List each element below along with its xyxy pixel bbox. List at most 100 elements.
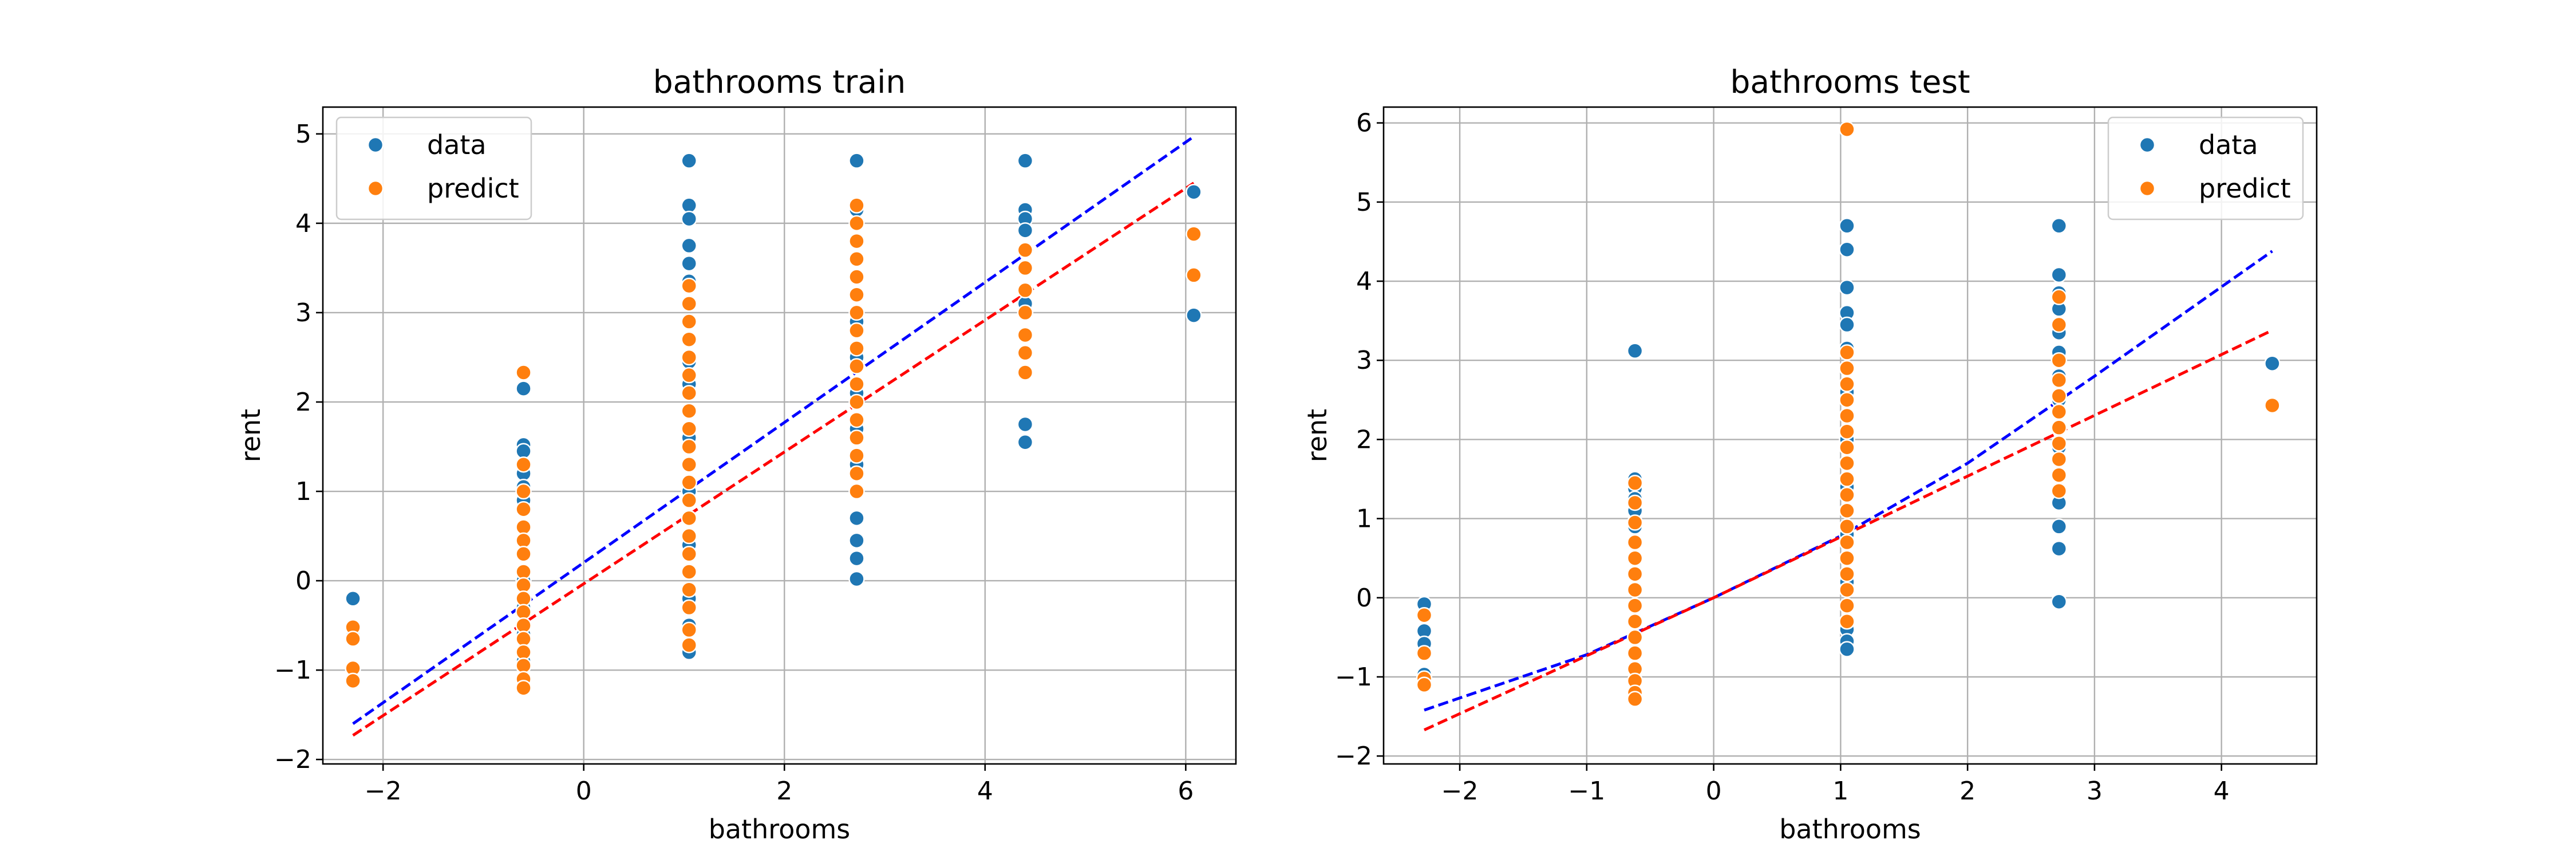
predict-point <box>1839 455 1855 472</box>
data-point <box>1839 316 1855 333</box>
predict-point <box>681 474 698 491</box>
y-tick-label: 6 <box>1356 109 1372 138</box>
predict-point <box>1839 392 1855 408</box>
y-tick-label: 4 <box>295 209 311 238</box>
data-point <box>515 380 532 397</box>
x-tick-label: 1 <box>1832 777 1848 806</box>
x-tick-label: 4 <box>977 777 993 806</box>
plot-frame <box>1382 106 2318 765</box>
predict-point <box>515 644 532 661</box>
predict-point <box>515 617 532 634</box>
predict-point <box>2050 289 2068 305</box>
axis-ticks: −2 −1 0 1 2 3 4 −2 −1 0 1 2 3 4 5 6 <box>1335 109 2230 806</box>
predict-point <box>2264 397 2281 414</box>
predict-point <box>848 376 865 393</box>
predict-point <box>1186 226 1202 242</box>
predict-point <box>2050 482 2068 499</box>
predict-point <box>2050 316 2068 333</box>
predict-point <box>848 358 865 375</box>
predict-point <box>848 286 865 303</box>
data-point <box>681 237 698 254</box>
predict-point <box>1017 242 1034 258</box>
predict-point <box>515 546 532 562</box>
legend-marker <box>367 136 384 153</box>
predict-point <box>1017 364 1034 381</box>
predict-point <box>2050 403 2068 420</box>
predict-point <box>1186 267 1202 283</box>
y-tick-label: −1 <box>274 656 311 685</box>
axis-ticks: −2 0 2 4 6 −2 −1 0 1 2 3 4 5 <box>274 120 1194 806</box>
x-tick-label: −1 <box>1568 777 1605 806</box>
predict-point <box>681 492 698 509</box>
predict-point <box>1626 494 1643 511</box>
x-tick-label: 3 <box>2087 777 2103 806</box>
predict-point <box>515 364 532 381</box>
predict-point <box>1839 486 1855 503</box>
predict-point <box>681 564 698 580</box>
predict-point <box>681 438 698 455</box>
x-tick-label: 0 <box>1706 777 1722 806</box>
y-tick-label: 0 <box>1356 584 1372 613</box>
train-plot: −2 0 2 4 6 −2 −1 0 1 2 3 4 5 bathrooms train bathroo… <box>235 64 1237 845</box>
predict-point <box>681 349 698 366</box>
predict-point <box>1416 645 1433 661</box>
y-tick-label: 1 <box>295 477 311 506</box>
predict-point <box>2050 388 2068 404</box>
predict-point <box>1626 597 1643 614</box>
y-tick-label: 4 <box>1356 267 1372 296</box>
data-point <box>1839 241 1855 258</box>
plot-frame <box>322 106 1237 765</box>
predict-point <box>681 420 698 438</box>
x-tick-label: 2 <box>776 777 792 806</box>
data-point <box>2264 355 2281 372</box>
data-point <box>848 152 865 169</box>
data-point <box>1839 218 1855 234</box>
predict-point <box>1839 581 1855 598</box>
legend-box <box>335 116 532 220</box>
predict-point <box>1626 566 1643 582</box>
predict-point <box>2050 451 2068 468</box>
data-point <box>345 590 361 607</box>
predict-point <box>515 604 532 620</box>
fit-lines <box>352 135 1195 737</box>
y-tick-label: 5 <box>295 120 311 149</box>
predict-point <box>515 657 532 674</box>
data-point <box>1017 152 1034 169</box>
x-tick-label: 4 <box>2214 777 2230 806</box>
predict-point <box>681 403 698 419</box>
x-axis-label: bathrooms <box>709 814 851 845</box>
predict-point <box>848 411 865 428</box>
predict-point <box>1839 376 1855 392</box>
predict-point <box>515 501 532 518</box>
legend-label: data <box>2199 129 2258 160</box>
predict-point <box>681 546 698 562</box>
legend-label: data <box>427 129 487 160</box>
chart-title: bathrooms train <box>653 64 906 100</box>
y-tick-label: 3 <box>295 298 311 328</box>
predict-point <box>2050 419 2068 436</box>
predict-point <box>1839 550 1855 566</box>
predict-point <box>1839 360 1855 377</box>
predict-point <box>1626 629 1643 646</box>
data-point <box>1017 434 1034 451</box>
data-point <box>2050 266 2068 283</box>
predict-point <box>681 621 698 639</box>
predict-point <box>515 456 532 473</box>
predict-point <box>1839 439 1855 456</box>
scatter-points <box>1416 121 2281 707</box>
data-point <box>848 570 865 588</box>
x-tick-label: 6 <box>1178 777 1194 806</box>
predict-point <box>1626 691 1643 707</box>
data-point <box>848 532 865 549</box>
predict-point <box>1626 475 1643 491</box>
predict-point <box>1839 597 1855 614</box>
predict-point <box>848 251 865 267</box>
predict-point <box>1626 645 1643 661</box>
predict-point <box>681 367 698 384</box>
data-point <box>2050 518 2068 535</box>
x-tick-label: −2 <box>1441 777 1479 806</box>
predict-point <box>848 393 865 411</box>
predict-point <box>515 564 532 580</box>
predict-point <box>1839 534 1855 551</box>
